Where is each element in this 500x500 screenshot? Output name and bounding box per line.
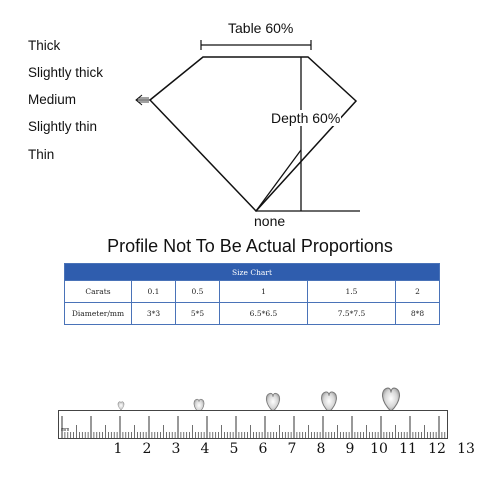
diamond-profile-diagram: [135, 40, 360, 213]
heart-stone-icon: [266, 392, 280, 412]
girdle-label-slightly-thin: Slightly thin: [28, 119, 98, 134]
ruler-number: 5: [229, 441, 239, 457]
table-cell: 0.5: [174, 280, 220, 303]
girdle-label-slightly-thick: Slightly thick: [28, 65, 104, 80]
heart-stones-row: [117, 387, 400, 412]
ruler-number: 2: [142, 441, 152, 457]
ruler-number: 7: [287, 441, 297, 457]
diamond-outline: [148, 56, 358, 213]
girdle-line: [150, 100, 356, 101]
table-cell: 8*8: [395, 302, 440, 325]
ruler-number: 6: [258, 441, 268, 457]
table-cell: 1: [218, 280, 308, 303]
ruler-number: 8: [316, 441, 326, 457]
ruler-number: 11: [399, 441, 417, 457]
ruler-unit-label: mm: [61, 427, 70, 433]
heart-stone-icon: [117, 401, 125, 411]
ruler-number: 12: [428, 441, 446, 457]
table-cell: 0.1: [131, 280, 176, 303]
table-percentage-label: Table 60%: [228, 20, 294, 36]
row-label-carats: Carats: [64, 280, 132, 303]
heart-stone-icon: [382, 387, 400, 412]
table-cell: 6.5*6.5: [218, 302, 308, 325]
heart-stone-icon: [193, 398, 205, 412]
table-cell: 7.5*7.5: [306, 302, 397, 325]
ruler-number: 3: [171, 441, 181, 457]
pavilion-facet-line: [255, 149, 302, 212]
girdle-arrow-icon: [135, 94, 150, 106]
ruler-ticks: [61, 416, 446, 438]
ruler-number: 1: [113, 441, 123, 457]
girdle-label-thick: Thick: [28, 38, 61, 53]
depth-percentage-label: Depth 60%: [270, 110, 342, 126]
ruler: [58, 410, 448, 439]
size-chart-title: Size Chart: [64, 263, 440, 281]
table-cell: 5*5: [174, 302, 220, 325]
table-cell: 1.5: [306, 280, 397, 303]
heart-stone-icon: [321, 391, 337, 412]
ruler-number: 9: [345, 441, 355, 457]
profile-heading: Profile Not To Be Actual Proportions: [107, 236, 393, 256]
table-cell: 3*3: [131, 302, 176, 325]
size-chart-table: Size Chart Carats 0.1 0.5 1 1.5 2 Diamet…: [64, 263, 440, 325]
row-label-diameter: Diameter/mm: [64, 302, 132, 325]
table-cell: 2: [395, 280, 440, 303]
table-row-diameter: Diameter/mm 3*3 5*5 6.5*6.5 7.5*7.5 8*8: [64, 302, 440, 325]
ruler-number: 13: [457, 441, 475, 457]
ruler-number: 4: [200, 441, 210, 457]
ruler-number: 10: [370, 441, 388, 457]
girdle-label-medium: Medium: [28, 92, 77, 107]
table-row-carats: Carats 0.1 0.5 1 1.5 2: [64, 280, 440, 303]
girdle-label-thin: Thin: [28, 147, 55, 162]
culet-label: none: [254, 213, 286, 229]
